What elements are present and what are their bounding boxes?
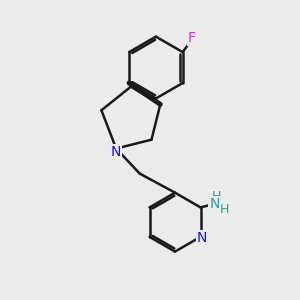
Text: H: H: [212, 190, 221, 203]
Text: N: N: [111, 145, 121, 159]
Text: F: F: [188, 31, 196, 45]
Text: N: N: [197, 231, 207, 245]
Text: N: N: [209, 196, 220, 211]
Text: H: H: [219, 203, 229, 216]
